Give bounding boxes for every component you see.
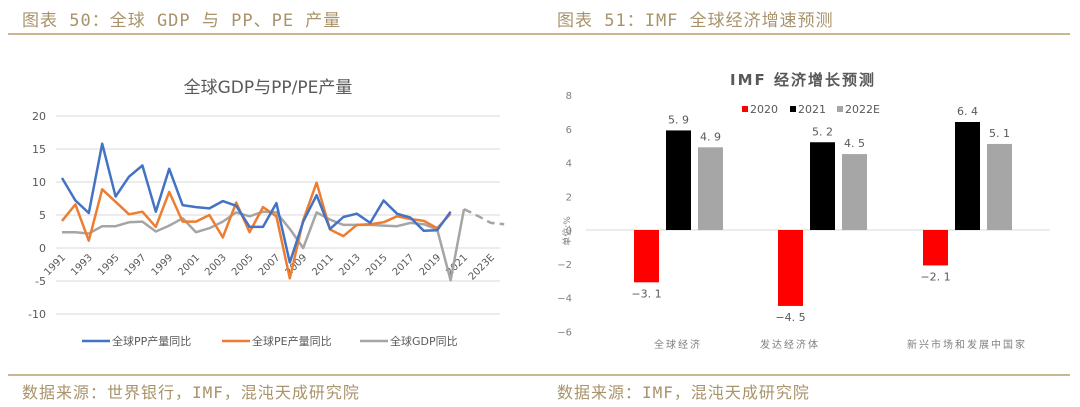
bar-2022E — [842, 154, 867, 230]
chart-title: 全球GDP与PP/PE产量 — [184, 78, 353, 98]
y-tick-label: 8 — [566, 91, 572, 102]
bar-2020 — [634, 230, 659, 283]
source-divider — [8, 374, 540, 376]
x-tick-label: 1995 — [96, 252, 122, 278]
legend-swatch — [837, 106, 843, 112]
legend-item: 2020 — [742, 103, 778, 116]
series-line — [62, 208, 466, 282]
x-axis-ticks: 1991 1993 1995 1997 1999 2001 2003 2005 2007 2009… — [42, 252, 497, 282]
series-line — [60, 142, 452, 264]
y-tick-label: 5 — [39, 209, 46, 222]
legend-item: 2021 — [790, 103, 826, 116]
x-axis-labels: 全球经济 发达经济体 新兴市场和发展中国家 — [654, 338, 1027, 351]
bar-2020 — [923, 230, 948, 266]
category-label: 发达经济体 — [760, 338, 820, 351]
y-tick-label: -10 — [28, 308, 46, 321]
figure-title: 图表 51：IMF 全球经济增速预测 — [557, 11, 834, 31]
bar-2020 — [778, 230, 803, 306]
bars: −3. 1 5. 9 4. 9 −4. 5 5. 2 4. 5 −2. 1 6. 4 5. 1 — [586, 105, 1050, 324]
legend-item: 全球GDP同比 — [360, 334, 458, 348]
data-label: 5. 1 — [989, 127, 1010, 140]
series-forecast-line — [463, 207, 505, 226]
bar-chart: IMF 经济增长预测 2020 2021 2022E 8 6 4 2 0 −2 −4 −6 单位:… — [557, 71, 1050, 351]
x-tick-label: 1997 — [123, 252, 149, 278]
y-tick-label: 0 — [39, 242, 46, 255]
legend: 全球PP产量同比 全球PE产量同比 全球GDP同比 — [82, 334, 458, 348]
series-line — [61, 181, 452, 280]
legend-label: 全球GDP同比 — [390, 334, 458, 348]
y-tick-label: 6 — [566, 125, 572, 136]
source-divider — [540, 374, 1070, 376]
figure-title: 图表 50：全球 GDP 与 PP、PE 产量 — [22, 11, 342, 31]
data-label: 4. 5 — [844, 137, 865, 150]
bar-2021 — [810, 142, 835, 230]
legend-item: 全球PP产量同比 — [82, 334, 191, 348]
source-note: 数据来源：世界银行，IMF，混沌天成研究院 — [22, 383, 360, 402]
x-tick-label: 2011 — [310, 252, 336, 278]
legend-label: 2021 — [798, 103, 826, 116]
figure-50-panel: 图表 50：全球 GDP 与 PP、PE 产量 全球GDP与PP/PE产量 20… — [8, 11, 540, 402]
legend-item: 全球PE产量同比 — [222, 334, 332, 348]
figure-51-panel: 图表 51：IMF 全球经济增速预测 IMF 经济增长预测 2020 2021 20… — [540, 0, 1080, 407]
y-tick-label: 2 — [566, 192, 572, 203]
bar-2021 — [666, 130, 691, 230]
legend-label: 2022E — [845, 103, 880, 116]
legend-label: 2020 — [750, 103, 778, 116]
y-tick-label: −4 — [557, 294, 572, 305]
source-note: 数据来源：IMF，混沌天成研究院 — [557, 383, 810, 402]
x-tick-label: 1991 — [42, 252, 68, 278]
data-label: 4. 9 — [700, 130, 721, 143]
x-tick-label: 2023E — [467, 252, 497, 282]
x-tick-label: 1999 — [150, 252, 176, 278]
x-tick-label: 2003 — [203, 252, 229, 278]
x-tick-label: 2013 — [337, 252, 363, 278]
y-tick-label: 4 — [566, 159, 572, 170]
data-label: −2. 1 — [920, 270, 950, 283]
bar-2021 — [955, 122, 980, 230]
legend-item: 2022E — [837, 103, 880, 116]
x-tick-label: 2001 — [176, 252, 202, 278]
y-tick-label: −2 — [557, 260, 572, 271]
category-label: 全球经济 — [654, 338, 702, 351]
y-tick-label: 10 — [32, 176, 46, 189]
title-divider — [8, 33, 540, 35]
legend-label: 全球PP产量同比 — [112, 334, 191, 348]
x-tick-label: 2005 — [230, 252, 256, 278]
x-tick-label: 2017 — [391, 252, 417, 278]
y-tick-label: 20 — [32, 110, 46, 123]
y-axis-ticks: 20 15 10 5 0 -5 -10 — [28, 110, 46, 321]
chart-title: IMF 经济增长预测 — [730, 71, 876, 89]
data-label: 5. 9 — [668, 113, 689, 126]
y-axis-ticks: 8 6 4 2 0 −2 −4 −6 — [557, 91, 572, 338]
legend: 2020 2021 2022E — [742, 103, 880, 116]
x-tick-label: 2015 — [364, 252, 390, 278]
y-axis-label: 单位:% — [561, 216, 573, 246]
bar-2022E — [698, 147, 723, 230]
data-label: 5. 2 — [812, 125, 833, 138]
x-tick-label: 2019 — [418, 252, 444, 278]
x-tick-label: 2007 — [257, 252, 283, 278]
y-tick-label: 15 — [32, 143, 46, 156]
category-label: 新兴市场和发展中国家 — [907, 338, 1027, 351]
legend-label: 全球PE产量同比 — [252, 334, 332, 348]
legend-swatch — [790, 106, 796, 112]
y-tick-label: 0 — [566, 226, 572, 237]
data-label: 6. 4 — [957, 105, 978, 118]
bar-2022E — [987, 143, 1012, 230]
y-tick-label: −6 — [557, 327, 572, 338]
data-label: −3. 1 — [631, 287, 661, 300]
legend-swatch — [742, 106, 748, 112]
x-tick-label: 1993 — [69, 252, 95, 278]
y-tick-label: -5 — [35, 275, 46, 288]
data-lines — [60, 142, 505, 282]
data-label: −4. 5 — [775, 311, 805, 324]
title-divider — [540, 33, 1070, 35]
